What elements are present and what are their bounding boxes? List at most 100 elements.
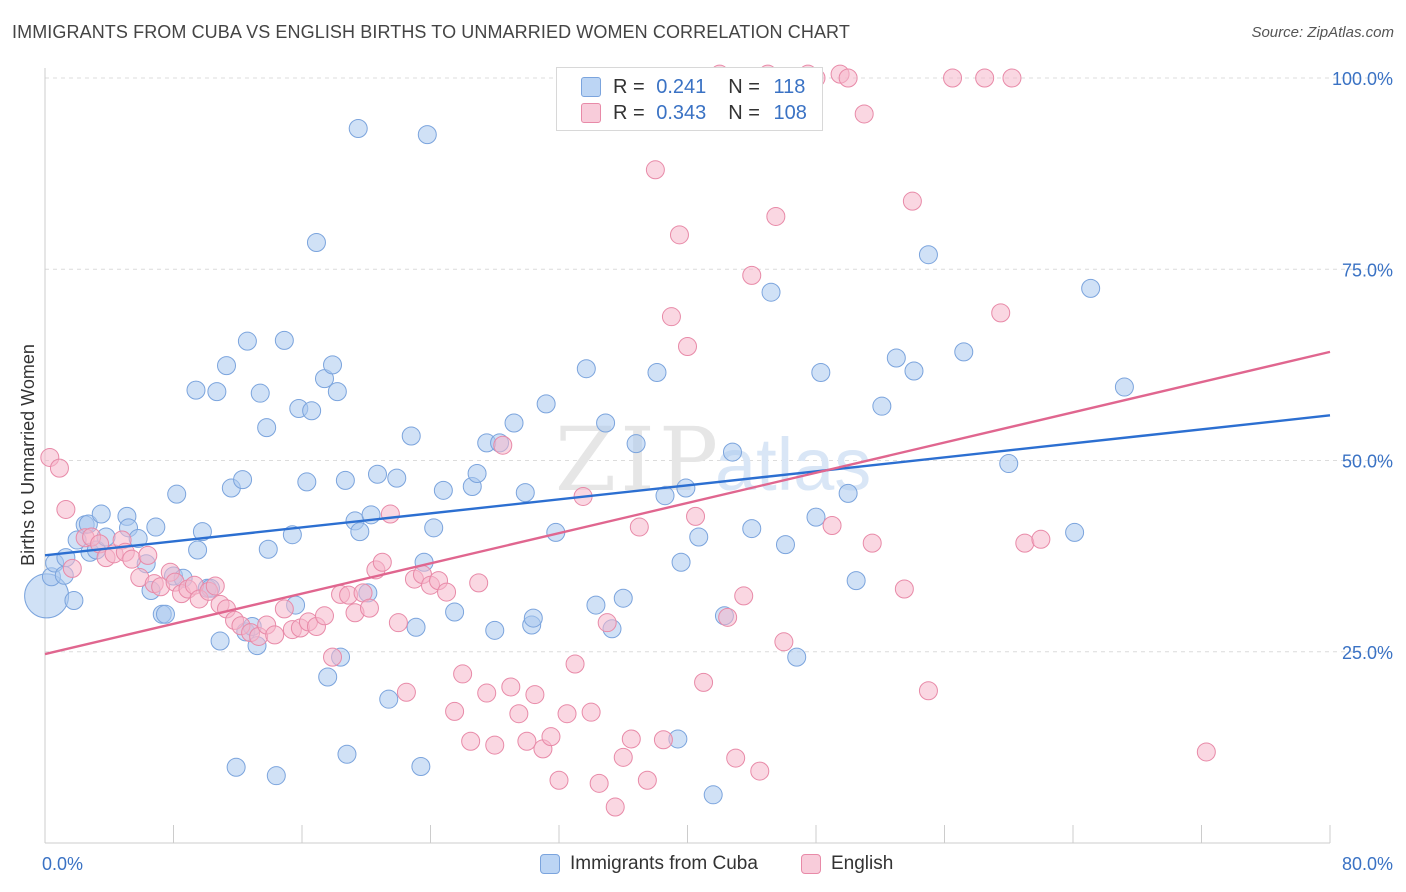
- point-english: [975, 68, 995, 88]
- n-value-english: 108: [773, 101, 807, 124]
- point-cuba: [192, 522, 212, 542]
- point-english: [380, 504, 400, 524]
- y-axis-label: Births to Unmarried Women: [18, 344, 38, 566]
- legend-swatch-english: [801, 854, 821, 874]
- point-cuba: [226, 757, 246, 777]
- point-cuba: [761, 282, 781, 302]
- point-english: [205, 576, 225, 596]
- point-english: [718, 607, 738, 627]
- point-cuba: [872, 396, 892, 416]
- legend-item-cuba[interactable]: Immigrants from Cuba: [540, 851, 758, 877]
- point-english: [485, 735, 505, 755]
- point-cuba: [167, 484, 187, 504]
- point-english: [469, 573, 489, 593]
- legend-item-english[interactable]: English: [801, 851, 893, 877]
- point-cuba: [515, 483, 535, 503]
- point-cuba: [954, 342, 974, 362]
- point-english: [274, 599, 294, 619]
- r-value-cuba: 0.241: [656, 75, 707, 98]
- point-cuba: [387, 468, 407, 488]
- x-tick-label: 0.0%: [42, 854, 83, 874]
- point-cuba: [811, 363, 831, 383]
- point-cuba: [302, 401, 322, 421]
- point-english: [557, 704, 577, 724]
- point-english: [774, 632, 794, 652]
- point-cuba: [485, 620, 505, 640]
- point-english: [549, 770, 569, 790]
- point-english: [388, 613, 408, 633]
- y-tick-label: 75.0%: [1342, 260, 1393, 280]
- cuba-swatch: [581, 77, 601, 97]
- point-english: [1015, 533, 1035, 553]
- point-english: [653, 730, 673, 750]
- tick-labels: 25.0% 50.0% 75.0% 100.0% 0.0% 80.0%: [42, 69, 1393, 874]
- point-english: [581, 702, 601, 722]
- point-cuba: [676, 478, 696, 498]
- point-english: [56, 499, 76, 519]
- point-cuba: [411, 757, 431, 776]
- point-english: [445, 701, 465, 721]
- point-cuba: [647, 363, 667, 383]
- point-english: [894, 579, 914, 599]
- point-english: [501, 677, 521, 697]
- point-cuba: [787, 647, 807, 667]
- point-english: [734, 586, 754, 606]
- point-english: [726, 748, 746, 768]
- point-cuba: [722, 442, 742, 462]
- point-english: [854, 104, 874, 124]
- point-english: [750, 761, 770, 781]
- legend-label-english: English: [831, 853, 894, 874]
- point-english: [918, 681, 938, 701]
- legend-swatch-cuba: [540, 854, 560, 874]
- point-cuba: [207, 382, 227, 402]
- point-english: [597, 613, 617, 633]
- point-english: [661, 307, 681, 327]
- point-cuba: [626, 434, 646, 454]
- point-cuba: [742, 519, 762, 539]
- n-label: N =: [728, 75, 760, 98]
- point-english: [991, 303, 1011, 323]
- point-cuba: [323, 355, 343, 375]
- point-cuba: [155, 604, 175, 624]
- point-cuba: [274, 330, 294, 350]
- stats-row-english: R = 0.343 N = 108: [581, 100, 807, 126]
- point-cuba: [210, 631, 230, 651]
- point-cuba: [237, 331, 257, 351]
- point-cuba: [424, 518, 444, 538]
- point-english: [669, 225, 689, 245]
- y-tick-label: 100.0%: [1332, 69, 1393, 89]
- point-cuba: [348, 118, 368, 138]
- point-cuba: [379, 689, 399, 709]
- point-cuba: [406, 617, 426, 637]
- point-english: [943, 68, 963, 88]
- point-english: [525, 685, 545, 705]
- point-cuba: [337, 744, 357, 764]
- point-english: [62, 558, 82, 578]
- legend-label-cuba: Immigrants from Cuba: [570, 853, 758, 874]
- point-cuba: [904, 361, 924, 381]
- point-cuba: [297, 472, 317, 492]
- point-cuba: [1114, 377, 1134, 397]
- point-cuba: [188, 540, 208, 560]
- point-english: [541, 727, 561, 747]
- point-cuba: [918, 245, 938, 265]
- y-tick-label: 25.0%: [1342, 643, 1393, 663]
- point-cuba: [417, 125, 437, 145]
- point-cuba: [504, 413, 524, 433]
- point-cuba: [233, 470, 253, 490]
- point-english: [493, 435, 513, 455]
- point-english: [461, 731, 481, 751]
- english-swatch: [581, 103, 601, 123]
- r-value-english: 0.343: [656, 101, 707, 124]
- point-english: [1002, 68, 1022, 88]
- point-cuba: [318, 667, 338, 687]
- point-cuba: [596, 413, 616, 433]
- point-cuba: [775, 535, 795, 555]
- point-english: [621, 729, 641, 749]
- point-cuba: [64, 590, 84, 610]
- point-cuba: [467, 464, 487, 484]
- point-cuba: [445, 602, 465, 622]
- point-english: [314, 606, 334, 626]
- point-english: [838, 68, 858, 88]
- point-cuba: [146, 517, 166, 537]
